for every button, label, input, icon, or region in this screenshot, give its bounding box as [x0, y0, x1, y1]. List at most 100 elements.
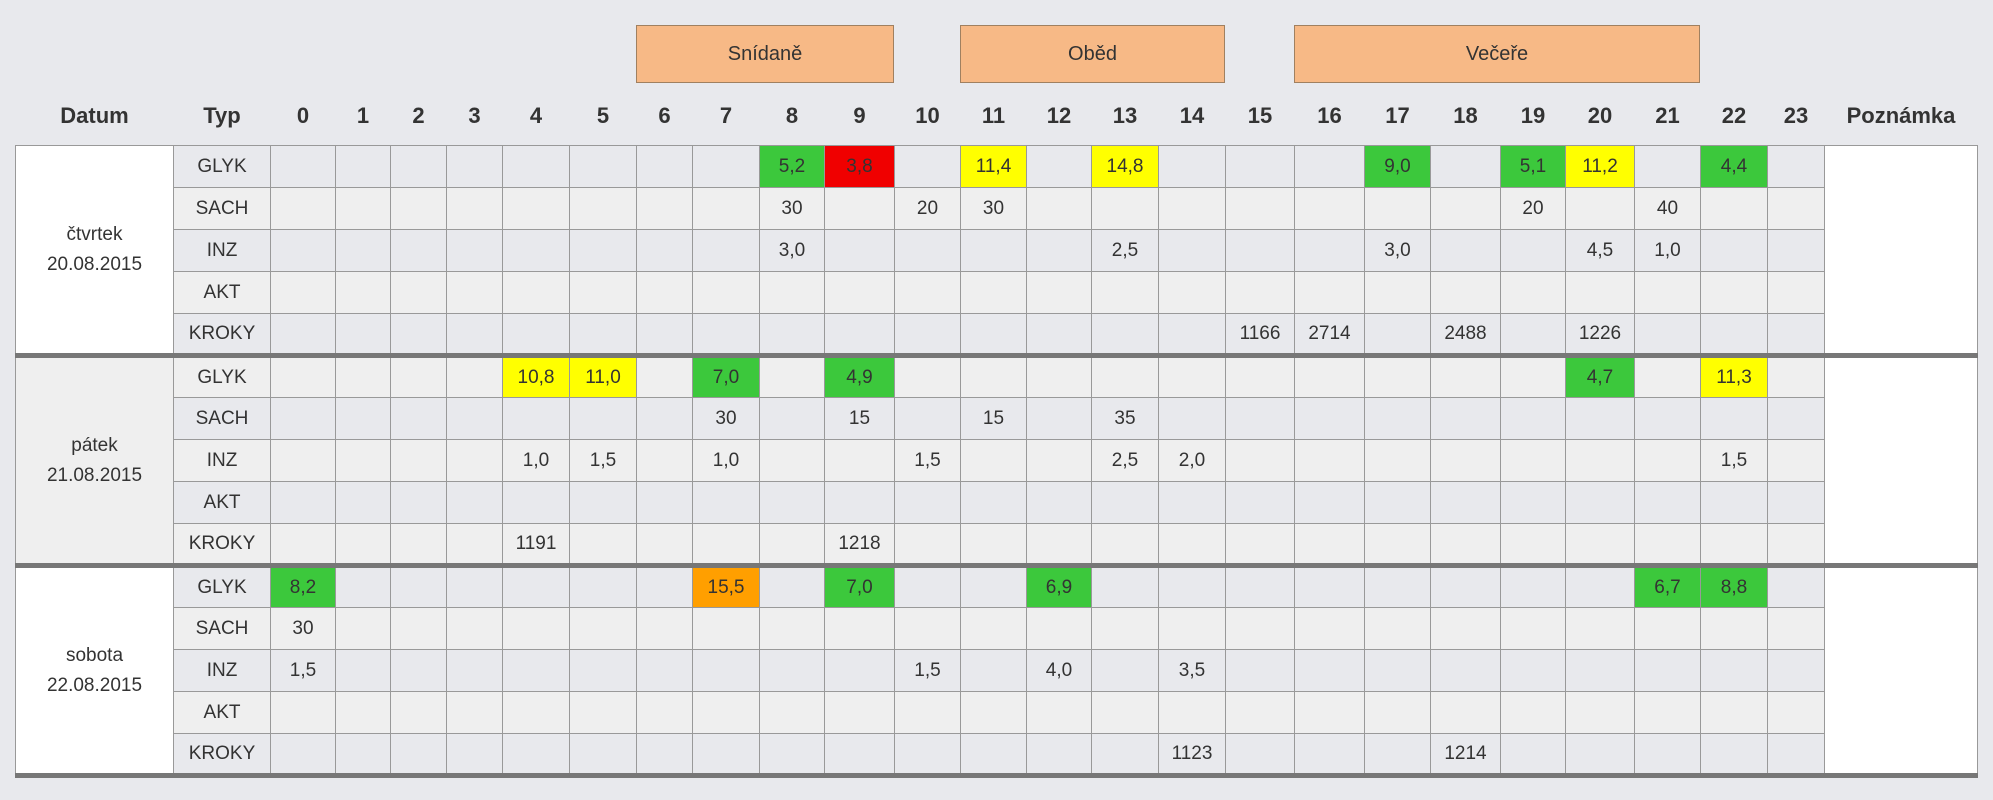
hour-header: 7: [719, 103, 733, 128]
weekday: sobota: [65, 644, 124, 666]
cell: [759, 523, 825, 568]
meal-header: Oběd: [960, 25, 1225, 83]
cell: [335, 229, 391, 272]
value-cell: 1,5: [894, 439, 961, 482]
cell: [1500, 565, 1566, 608]
cell: [1225, 145, 1295, 188]
date-cell: pátek 21.08.2015: [15, 355, 174, 568]
cell: [692, 187, 760, 230]
cell: [636, 313, 693, 358]
cell: [636, 733, 693, 778]
cell: [1294, 229, 1365, 272]
cell: [1565, 397, 1635, 440]
value-cell: 1191: [502, 523, 570, 568]
cell: [1430, 691, 1501, 734]
cell: [1364, 271, 1431, 314]
cell: [1091, 271, 1159, 314]
cell: [502, 691, 570, 734]
cell: [1364, 481, 1431, 524]
type-cell: SACH: [173, 397, 271, 440]
value-cell: 2,5: [1091, 229, 1159, 272]
value-cell: 1214: [1430, 733, 1501, 778]
cell: [1225, 733, 1295, 778]
cell: [1430, 397, 1501, 440]
diary-table: Datum Typ 0 1 2 3 4 5 6 7 8 9 10 11 12 13 14 15 16 17 18 19 20…: [15, 87, 1978, 778]
cell: [894, 313, 961, 358]
cell: [1026, 691, 1092, 734]
date-cell: sobota 22.08.2015: [15, 565, 174, 778]
cell: [390, 145, 447, 188]
cell: [1364, 355, 1431, 398]
cell: [1364, 439, 1431, 482]
value-cell: 2,5: [1091, 439, 1159, 482]
cell: [1767, 187, 1825, 230]
cell: [1565, 607, 1635, 650]
cell: [390, 229, 447, 272]
cell: [446, 481, 503, 524]
cell: [270, 733, 336, 778]
hour-header: 4: [529, 103, 543, 128]
cell: [1634, 691, 1701, 734]
cell: [1026, 313, 1092, 358]
cell: [1565, 691, 1635, 734]
value-cell: 3,0: [759, 229, 825, 272]
cell: [1158, 481, 1226, 524]
type-cell: INZ: [173, 439, 271, 482]
hour-header: 3: [468, 103, 481, 128]
cell: [1364, 187, 1431, 230]
cell: [1634, 439, 1701, 482]
cell: [446, 355, 503, 398]
value-cell: 40: [1634, 187, 1701, 230]
cell: [1634, 313, 1701, 358]
value-cell: 5,1: [1500, 145, 1566, 188]
cell: [1565, 733, 1635, 778]
table-row: INZ 1,0 1,5 1,0 1,5 2,5 2,0 1,5: [16, 439, 1978, 482]
cell: [335, 733, 391, 778]
cell: [759, 439, 825, 482]
value-cell: 3,5: [1158, 649, 1226, 692]
cell: [1091, 607, 1159, 650]
cell: [502, 145, 570, 188]
value-cell: 9,0: [1364, 145, 1431, 188]
value-cell: 1,5: [1700, 439, 1768, 482]
table-row: AKT: [16, 691, 1978, 734]
value-cell: 6,7: [1634, 565, 1701, 608]
value-cell: 4,4: [1700, 145, 1768, 188]
cell: [1294, 397, 1365, 440]
cell: [446, 187, 503, 230]
hour-header: 11: [981, 103, 1006, 128]
cell: [1158, 355, 1226, 398]
value-cell: 15,5: [692, 565, 760, 608]
cell: [446, 607, 503, 650]
cell: [759, 607, 825, 650]
cell: [1364, 565, 1431, 608]
value-cell: 1218: [824, 523, 895, 568]
cell: [894, 691, 961, 734]
cell: [390, 691, 447, 734]
hour-header: 16: [1317, 103, 1342, 128]
cell: [569, 691, 637, 734]
cell: [1767, 397, 1825, 440]
cell: [1294, 145, 1365, 188]
cell: [569, 313, 637, 358]
value-cell: 30: [960, 187, 1027, 230]
cell: [1364, 523, 1431, 568]
cell: [446, 313, 503, 358]
cell: [824, 229, 895, 272]
table-row: AKT: [16, 481, 1978, 524]
cell: [1091, 565, 1159, 608]
cell: [759, 481, 825, 524]
cell: [270, 145, 336, 188]
cell: [960, 439, 1027, 482]
cell: [270, 691, 336, 734]
cell: [1500, 397, 1566, 440]
table-row: INZ 1,5 1,5 4,0 3,5: [16, 649, 1978, 692]
cell: [1700, 271, 1768, 314]
cell: [1700, 313, 1768, 358]
cell: [759, 649, 825, 692]
cell: [636, 649, 693, 692]
cell: [1294, 481, 1365, 524]
cell: [335, 355, 391, 398]
cell: [569, 733, 637, 778]
weekday: čtvrtek: [66, 223, 123, 245]
